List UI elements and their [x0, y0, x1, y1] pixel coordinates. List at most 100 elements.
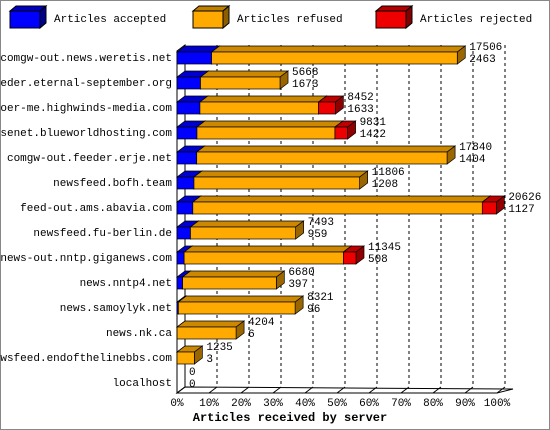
value-label: 959: [308, 229, 328, 241]
bar: [196, 126, 336, 140]
y-tick-label: news.samoylyk.net: [60, 303, 172, 315]
value-label: 5668: [292, 67, 318, 79]
bar-top: [198, 95, 328, 103]
bar: [176, 326, 237, 340]
bar: [176, 351, 195, 365]
bar: [176, 51, 212, 65]
tick-mark: [464, 386, 474, 394]
bar: [176, 226, 191, 240]
y-tick-label: usenet.blueworldhosting.com: [0, 128, 172, 140]
value-label: 2463: [469, 54, 495, 66]
bar: [176, 276, 183, 290]
tick-mark: [176, 386, 186, 394]
value-label: 1235: [206, 342, 232, 354]
value-label: 20626: [508, 192, 541, 204]
value-label: 397: [288, 279, 308, 291]
bar: [177, 301, 296, 315]
bar-top: [176, 320, 246, 328]
value-label: 4204: [248, 317, 275, 329]
legend-label: Articles rejected: [420, 14, 532, 26]
value-label: 11345: [368, 242, 401, 254]
y-tick-label: news-out.nntp.giganews.com: [0, 253, 172, 265]
bar-top: [195, 145, 457, 153]
value-label: 1404: [459, 154, 486, 166]
bar: [318, 101, 336, 115]
legend-label: Articles refused: [237, 14, 343, 26]
y-tick-label: feed-out.ams.abavia.com: [20, 203, 172, 215]
tick-mark: [400, 386, 410, 394]
bar: [176, 101, 201, 115]
x-tick-label: 80%: [423, 398, 443, 410]
value-label: 3: [206, 354, 213, 366]
x-tick-label: 30%: [263, 398, 283, 410]
value-label: 9831: [360, 117, 387, 129]
bar-top: [192, 170, 369, 178]
x-axis-title: Articles received by server: [193, 411, 387, 425]
value-label: 0: [189, 379, 196, 391]
y-tick-label: comgw-out.news.weretis.net: [0, 53, 172, 65]
tick-mark: [304, 386, 314, 394]
value-label: 1633: [347, 104, 373, 116]
x-tick-label: 60%: [359, 398, 379, 410]
bar: [190, 226, 296, 240]
bar: [176, 176, 195, 190]
value-label: 8452: [347, 92, 373, 104]
tick-mark: [432, 386, 442, 394]
legend-label: Articles accepted: [54, 14, 166, 26]
value-label: 1127: [508, 204, 534, 216]
y-tick-label: news.nk.ca: [106, 328, 172, 340]
y-tick-label: news.nntp4.net: [80, 278, 172, 290]
bar-top: [183, 245, 353, 253]
tick-mark: [208, 386, 218, 394]
value-label: 1673: [292, 79, 318, 91]
bar: [192, 201, 483, 215]
legend-swatch: [9, 10, 41, 29]
bar: [200, 76, 281, 90]
value-label: 7493: [308, 217, 334, 229]
x-tick-label: 50%: [327, 398, 347, 410]
value-label: 1422: [360, 129, 386, 141]
value-label: 11806: [372, 167, 405, 179]
x-tick-label: 70%: [391, 398, 411, 410]
tick-mark: [336, 386, 346, 394]
bar: [199, 101, 319, 115]
bar: [176, 76, 201, 90]
value-label: 96: [307, 304, 320, 316]
y-tick-label: voer-me.highwinds-media.com: [0, 103, 172, 115]
tick-mark: [272, 386, 282, 394]
tick-mark: [240, 386, 250, 394]
bar-top: [189, 220, 305, 228]
bar: [196, 151, 448, 165]
y-tick-label: comgw-out.feeder.erje.net: [7, 153, 172, 165]
bar: [176, 126, 198, 140]
y-tick-label: newsfeed.endofthelinebbs.com: [0, 353, 172, 365]
legend-swatch: [375, 10, 407, 29]
x-tick-label: 10%: [199, 398, 219, 410]
value-label: 17506: [469, 42, 502, 54]
tick-mark: [368, 386, 378, 394]
bar: [176, 251, 185, 265]
bar: [193, 176, 361, 190]
value-label: 17840: [459, 142, 492, 154]
value-label: 0: [189, 367, 196, 379]
bar: [343, 251, 357, 265]
y-tick-label: localhost: [113, 378, 172, 390]
x-tick-label: 90%: [455, 398, 475, 410]
bar-top: [199, 70, 290, 78]
value-label: 508: [368, 254, 388, 266]
legend-swatch: [192, 10, 224, 29]
x-tick-label: 0%: [170, 398, 184, 410]
bar-top: [191, 195, 492, 203]
y-tick-label: newsfeed.bofh.team: [53, 178, 172, 190]
x-tick-label: 40%: [295, 398, 315, 410]
y-tick-label: feeder.eternal-september.org: [0, 78, 172, 90]
tick-mark: [496, 386, 506, 394]
bar: [334, 126, 348, 140]
bar: [176, 151, 198, 165]
value-label: 6: [248, 329, 255, 341]
bar: [176, 201, 194, 215]
bar-top: [210, 45, 467, 53]
y-tick-label: newsfeed.fu-berlin.de: [33, 228, 172, 240]
bar: [183, 251, 344, 265]
